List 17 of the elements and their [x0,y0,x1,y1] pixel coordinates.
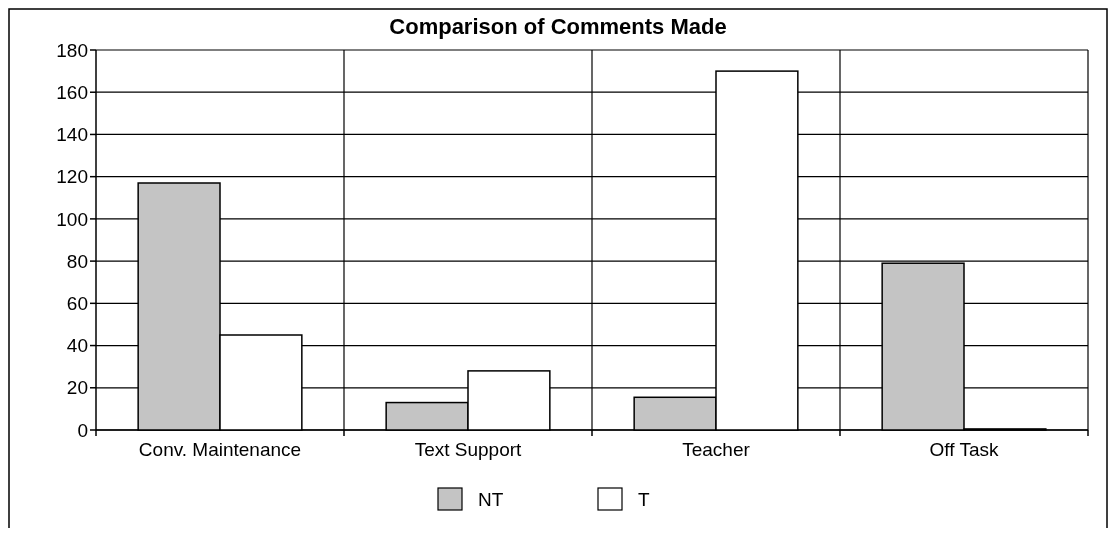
y-tick-label: 80 [66,250,88,272]
y-tick-label: 20 [66,377,88,399]
y-tick-label: 60 [66,292,88,314]
legend-label: NT [478,488,504,510]
legend-label: T [638,488,650,510]
x-tick-label: Text Support [414,439,523,460]
y-tick-label: 40 [66,335,88,357]
y-tick-label: 0 [77,419,88,441]
chart-title: Comparison of Comments Made [389,14,727,39]
x-tick-label: Off Task [929,439,999,460]
y-tick-label: 160 [56,81,88,103]
y-tick-label: 100 [56,208,88,230]
y-tick-label: 120 [56,166,88,188]
y-tick-label: 140 [56,124,88,146]
x-tick-label: Teacher [682,439,751,460]
y-tick-label: 180 [56,39,88,61]
x-tick-label: Conv. Maintenance [138,439,302,460]
